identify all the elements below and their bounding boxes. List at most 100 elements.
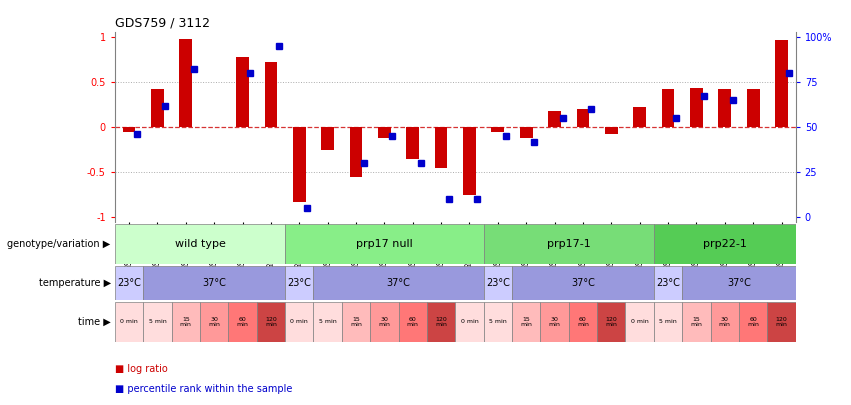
Text: 37°C: 37°C <box>203 278 226 288</box>
Text: 15
min: 15 min <box>180 317 191 327</box>
Bar <box>463 127 476 195</box>
Bar <box>200 302 228 342</box>
Text: temperature ▶: temperature ▶ <box>38 278 111 288</box>
Bar <box>115 266 143 300</box>
Bar <box>654 302 683 342</box>
Text: 30
min: 30 min <box>549 317 561 327</box>
Bar <box>407 127 419 159</box>
Text: 60
min: 60 min <box>577 317 589 327</box>
Text: 30
min: 30 min <box>719 317 731 327</box>
Bar <box>115 302 143 342</box>
Bar <box>322 127 334 150</box>
Text: 23°C: 23°C <box>117 278 141 288</box>
Text: 60
min: 60 min <box>237 317 248 327</box>
Text: 120
min: 120 min <box>265 317 277 327</box>
Bar <box>683 302 711 342</box>
Bar <box>711 302 739 342</box>
Text: 37°C: 37°C <box>386 278 410 288</box>
Bar <box>548 111 561 127</box>
Bar <box>718 89 731 127</box>
Bar <box>313 266 483 300</box>
Bar <box>605 127 618 134</box>
Bar <box>143 302 172 342</box>
Bar <box>568 302 597 342</box>
Bar <box>123 127 135 132</box>
Text: 15
min: 15 min <box>350 317 362 327</box>
Text: 23°C: 23°C <box>486 278 510 288</box>
Text: ■ percentile rank within the sample: ■ percentile rank within the sample <box>115 384 292 394</box>
Text: prp17 null: prp17 null <box>356 239 413 249</box>
Text: 37°C: 37°C <box>571 278 595 288</box>
Bar <box>654 266 683 300</box>
Bar <box>236 57 248 127</box>
Bar <box>520 127 533 138</box>
Bar <box>540 302 568 342</box>
Bar <box>370 302 398 342</box>
Text: GDS759 / 3112: GDS759 / 3112 <box>115 17 210 30</box>
Bar <box>747 89 760 127</box>
Text: 120
min: 120 min <box>775 317 787 327</box>
Bar <box>690 88 703 127</box>
Text: 23°C: 23°C <box>656 278 680 288</box>
Bar <box>257 302 285 342</box>
Text: prp17-1: prp17-1 <box>547 239 591 249</box>
Bar <box>342 302 370 342</box>
Bar <box>739 302 768 342</box>
Text: 5 min: 5 min <box>149 320 166 324</box>
Bar <box>775 40 788 127</box>
Text: 60
min: 60 min <box>407 317 419 327</box>
Text: 120
min: 120 min <box>435 317 447 327</box>
Bar <box>512 302 540 342</box>
Bar <box>483 266 512 300</box>
Text: 0 min: 0 min <box>290 320 308 324</box>
Text: time ▶: time ▶ <box>78 317 111 327</box>
Bar <box>483 302 512 342</box>
Bar <box>293 127 306 202</box>
Bar <box>492 127 504 132</box>
Bar <box>683 266 796 300</box>
Text: 15
min: 15 min <box>520 317 532 327</box>
Text: 5 min: 5 min <box>489 320 506 324</box>
Bar <box>427 302 455 342</box>
Bar <box>172 302 200 342</box>
Bar <box>654 224 796 264</box>
Text: wild type: wild type <box>174 239 226 249</box>
Bar <box>455 302 483 342</box>
Bar <box>577 109 589 127</box>
Text: 5 min: 5 min <box>660 320 677 324</box>
Bar <box>313 302 342 342</box>
Bar <box>180 39 192 127</box>
Text: prp22-1: prp22-1 <box>703 239 746 249</box>
Bar <box>265 62 277 127</box>
Text: 30
min: 30 min <box>208 317 220 327</box>
Text: 37°C: 37°C <box>727 278 751 288</box>
Bar <box>398 302 427 342</box>
Text: 120
min: 120 min <box>605 317 617 327</box>
Bar <box>512 266 654 300</box>
Bar <box>151 89 164 127</box>
Text: 0 min: 0 min <box>460 320 478 324</box>
Text: 60
min: 60 min <box>747 317 759 327</box>
Text: 23°C: 23°C <box>288 278 311 288</box>
Text: ■ log ratio: ■ log ratio <box>115 364 168 373</box>
Text: 15
min: 15 min <box>690 317 702 327</box>
Bar <box>633 107 646 127</box>
Text: genotype/variation ▶: genotype/variation ▶ <box>8 239 111 249</box>
Bar <box>625 302 654 342</box>
Text: 30
min: 30 min <box>379 317 391 327</box>
Bar <box>661 89 674 127</box>
Bar <box>435 127 448 168</box>
Bar <box>285 266 313 300</box>
Text: 0 min: 0 min <box>631 320 648 324</box>
Bar <box>597 302 625 342</box>
Text: 0 min: 0 min <box>120 320 138 324</box>
Text: 5 min: 5 min <box>319 320 336 324</box>
Bar <box>115 224 285 264</box>
Bar <box>350 127 363 177</box>
Bar <box>483 224 654 264</box>
Bar <box>228 302 257 342</box>
Bar <box>143 266 285 300</box>
Bar <box>768 302 796 342</box>
Bar <box>378 127 391 138</box>
Bar <box>285 224 483 264</box>
